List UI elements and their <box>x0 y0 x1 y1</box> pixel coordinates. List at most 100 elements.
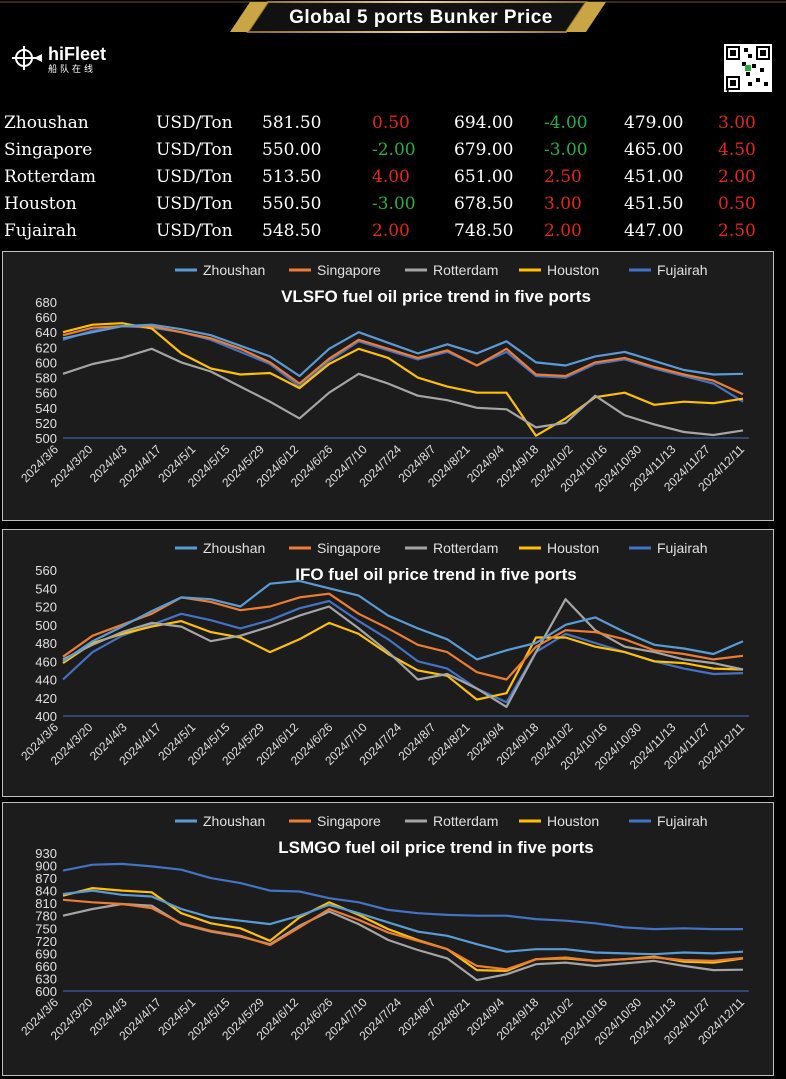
table-cell-mgo: 748.50 <box>454 221 514 241</box>
table-row: Fujairah USD/Ton 548.50 2.00 748.50 2.00 447.0… <box>0 218 786 244</box>
chart-title: VLSFO fuel oil price trend in five ports <box>281 287 591 306</box>
lsmgo-chart: Zhoushan Singapore Rotterdam Houston Fujaira… <box>18 813 749 1048</box>
ship-wheel-icon <box>12 46 42 70</box>
series-line-fujairah <box>62 599 744 704</box>
y-tick-label: 600 <box>35 355 57 370</box>
qr-code[interactable] <box>724 44 772 92</box>
table-cell-ifo-chg: 2.00 <box>718 167 756 187</box>
y-tick-label: 520 <box>35 416 57 431</box>
hifleet-logo: hiFleet 船队在线 <box>12 44 132 75</box>
table-cell-mgo-chg: 3.00 <box>544 194 582 214</box>
table-cell-vlsfo-chg: 0.50 <box>372 113 410 133</box>
legend-item: Zhoushan <box>175 813 265 829</box>
y-tick-label: 930 <box>35 846 57 861</box>
legend-item: Rotterdam <box>405 540 498 556</box>
lsmgo-chart-panel: Zhoushan Singapore Rotterdam Houston Fujaira… <box>2 802 774 1076</box>
table-cell-vlsfo: 550.00 <box>262 140 322 160</box>
legend-label: Zhoushan <box>203 262 265 278</box>
legend-item: Fujairah <box>629 813 708 829</box>
table-cell-mgo-chg: -4.00 <box>544 113 588 133</box>
table-cell-ifo: 451.50 <box>624 194 684 214</box>
y-tick-label: 840 <box>35 884 57 899</box>
y-tick-label: 750 <box>35 921 57 936</box>
table-cell-ifo: 479.00 <box>624 113 684 133</box>
series-line-rotterdam <box>62 347 744 437</box>
y-tick-label: 560 <box>35 563 57 578</box>
y-tick-label: 870 <box>35 871 57 886</box>
table-cell-port: Houston <box>4 194 77 214</box>
vlsfo-chart-panel: Zhoushan Singapore Rotterdam Houston Fujaira… <box>2 251 774 521</box>
legend-item: Zhoushan <box>175 540 265 556</box>
table-cell-vlsfo-chg: 4.00 <box>372 167 410 187</box>
y-tick-label: 500 <box>35 431 57 446</box>
y-tick-label: 520 <box>35 600 57 615</box>
table-header: Unit <box>170 87 208 107</box>
table-cell-vlsfo: 550.50 <box>262 194 322 214</box>
y-tick-label: 660 <box>35 959 57 974</box>
legend-label: Rotterdam <box>433 813 498 829</box>
chart-title: IFO fuel oil price trend in five ports <box>295 565 576 584</box>
table-cell-unit: USD/Ton <box>156 221 233 241</box>
page-title: Global 5 ports Bunker Price <box>289 7 553 28</box>
series-line-rotterdam <box>62 598 744 708</box>
table-row: Singapore USD/Ton 550.00 -2.00 679.00 -3.00 46… <box>0 137 786 163</box>
table-header: Change <box>370 87 436 107</box>
legend-item: Fujairah <box>629 540 708 556</box>
y-tick-label: 810 <box>35 896 57 911</box>
table-row: Houston USD/Ton 550.50 -3.00 678.50 3.00 451.5… <box>0 191 786 217</box>
table-header: MGO <box>470 87 515 107</box>
series-line-zhoushan <box>62 889 744 956</box>
table-cell-port: Singapore <box>4 140 93 160</box>
table-cell-unit: USD/Ton <box>156 167 233 187</box>
table-header: VLSFO <box>270 87 331 107</box>
series-line-fujairah <box>62 862 743 931</box>
table-cell-vlsfo-chg: -3.00 <box>372 194 416 214</box>
table-cell-port: Zhoushan <box>4 113 89 133</box>
table-cell-ifo: 451.00 <box>624 167 684 187</box>
y-tick-label: 440 <box>35 673 57 688</box>
legend-label: Singapore <box>317 813 381 829</box>
legend-label: Singapore <box>317 262 381 278</box>
legend-item: Houston <box>519 813 599 829</box>
legend-label: Fujairah <box>657 540 708 556</box>
legend-item: Zhoushan <box>175 262 265 278</box>
y-tick-label: 640 <box>35 325 57 340</box>
y-tick-label: 400 <box>35 709 57 724</box>
y-tick-label: 900 <box>35 859 57 874</box>
table-header: Bunker Prices <box>4 87 126 107</box>
y-tick-label: 540 <box>35 401 57 416</box>
table-cell-mgo-chg: -3.00 <box>544 140 588 160</box>
table-cell-vlsfo-chg: 2.00 <box>372 221 410 241</box>
logo-subtitle: 船队在线 <box>48 65 97 75</box>
table-row: Zhoushan USD/Ton 581.50 0.50 694.00 -4.00 479.… <box>0 110 786 136</box>
y-tick-label: 630 <box>35 971 57 986</box>
legend-label: Fujairah <box>657 262 708 278</box>
series-line-zhoushan <box>62 579 744 663</box>
y-tick-label: 660 <box>35 310 57 325</box>
vlsfo-chart: Zhoushan Singapore Rotterdam Houston Fujaira… <box>18 262 749 495</box>
table-cell-unit: USD/Ton <box>156 194 233 214</box>
legend-item: Singapore <box>289 540 381 556</box>
series-line-houston <box>62 619 744 701</box>
table-cell-mgo: 694.00 <box>454 113 514 133</box>
legend-item: Houston <box>519 262 599 278</box>
table-header-row: Bunker Prices Unit VLSFO Change MGO Chan… <box>0 84 786 110</box>
y-tick-label: 420 <box>35 691 57 706</box>
table-cell-mgo: 679.00 <box>454 140 514 160</box>
chart-title: LSMGO fuel oil price trend in five ports <box>278 838 593 857</box>
y-tick-label: 620 <box>35 340 57 355</box>
series-line-houston <box>62 322 744 437</box>
table-cell-vlsfo: 513.50 <box>262 167 322 187</box>
table-cell-port: Rotterdam <box>4 167 97 187</box>
legend-label: Singapore <box>317 540 381 556</box>
legend-item: Rotterdam <box>405 813 498 829</box>
y-tick-label: 680 <box>35 295 57 310</box>
legend-item: Singapore <box>289 262 381 278</box>
table-cell-unit: USD/Ton <box>156 113 233 133</box>
y-tick-label: 480 <box>35 636 57 651</box>
y-tick-label: 560 <box>35 386 57 401</box>
table-cell-mgo-chg: 2.50 <box>544 167 582 187</box>
series-line-singapore <box>62 898 744 971</box>
y-tick-label: 600 <box>35 984 57 999</box>
table-cell-mgo: 678.50 <box>454 194 514 214</box>
